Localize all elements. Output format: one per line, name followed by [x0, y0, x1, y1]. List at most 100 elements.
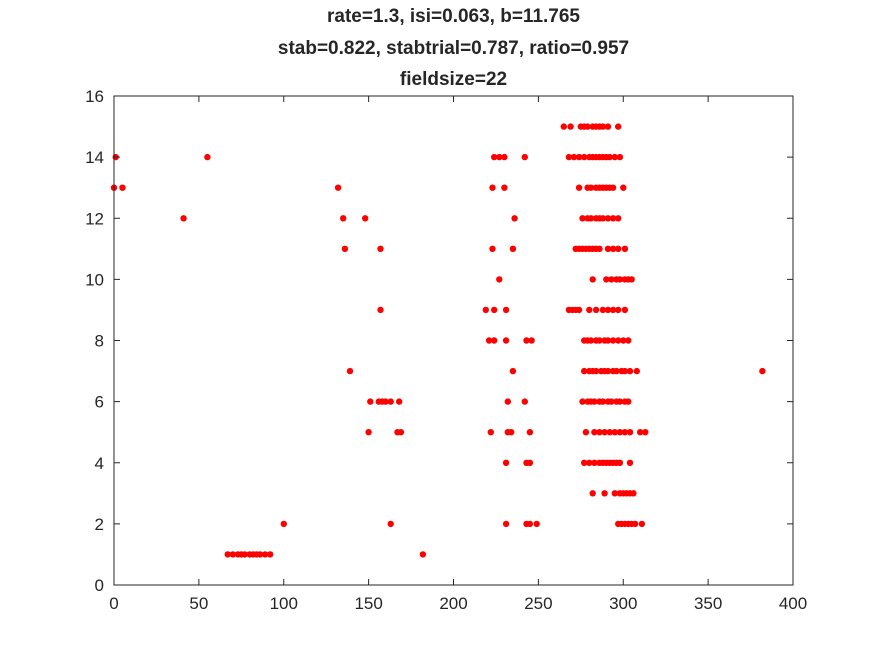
- data-point: [582, 429, 590, 436]
- data-point: [377, 245, 384, 252]
- data-point: [575, 153, 583, 161]
- data-point: [482, 306, 489, 314]
- data-point: [606, 429, 613, 436]
- data-point: [575, 184, 583, 191]
- data-point: [526, 520, 534, 528]
- data-point: [609, 184, 617, 191]
- data-point: [589, 276, 596, 283]
- data-point: [589, 490, 596, 497]
- data-point: [387, 520, 394, 528]
- data-point: [579, 398, 586, 405]
- x-tick-label: 350: [694, 594, 722, 613]
- plot-area: [114, 96, 793, 585]
- x-tick-label: 300: [609, 594, 637, 613]
- chart-title-line-1: rate=1.3, isi=0.063, b=11.765: [326, 6, 580, 27]
- data-point: [528, 337, 535, 344]
- data-point: [509, 245, 517, 252]
- data-point: [620, 184, 627, 191]
- x-tick-label: 50: [189, 594, 208, 613]
- data-point: [611, 490, 618, 497]
- data-point: [615, 123, 622, 130]
- data-point: [615, 245, 622, 252]
- data-point: [621, 306, 629, 314]
- data-point: [592, 367, 600, 375]
- data-point: [620, 337, 627, 344]
- data-point: [509, 367, 517, 375]
- data-point: [621, 429, 629, 436]
- data-point: [496, 153, 503, 161]
- data-point: [616, 429, 624, 436]
- data-point: [603, 276, 610, 283]
- chart-title-line-3: fieldsize=22: [399, 69, 508, 90]
- data-point: [204, 153, 211, 161]
- data-point: [606, 153, 613, 161]
- x-axis: 0 50 100 150 200 250 300 350 400: [109, 96, 807, 613]
- data-point: [616, 276, 624, 283]
- data-point: [596, 245, 603, 252]
- data-point: [570, 153, 578, 161]
- data-point: [609, 337, 617, 344]
- data-point: [615, 215, 622, 222]
- data-point: [608, 398, 615, 405]
- data-point: [626, 459, 634, 466]
- data-point: [591, 429, 598, 436]
- data-point: [599, 306, 607, 314]
- data-point: [591, 398, 598, 405]
- data-point: [229, 551, 236, 558]
- data-point: [587, 215, 595, 222]
- data-point: [491, 153, 498, 161]
- data-point: [560, 123, 567, 130]
- data-point: [496, 276, 503, 283]
- data-point: [491, 337, 498, 344]
- y-tick-label: 4: [95, 454, 104, 473]
- data-point: [613, 367, 620, 375]
- data-point: [502, 520, 510, 528]
- data-point: [575, 306, 583, 314]
- data-point: [501, 153, 508, 161]
- data-point: [609, 306, 617, 314]
- y-tick-label: 6: [95, 393, 104, 412]
- data-point: [591, 459, 598, 466]
- data-point: [241, 551, 248, 558]
- y-axis: 0 2 4 6 8 10 12 14 16: [85, 87, 793, 595]
- data-point: [596, 337, 603, 344]
- data-point: [419, 551, 427, 558]
- data-point: [341, 245, 349, 252]
- data-point: [387, 398, 394, 405]
- data-point: [526, 429, 534, 436]
- data-point: [626, 367, 634, 375]
- data-point: [592, 306, 600, 314]
- data-point: [604, 306, 612, 314]
- data-point: [608, 276, 615, 283]
- x-tick-label: 400: [779, 594, 807, 613]
- y-tick-label: 16: [85, 87, 104, 106]
- data-point: [587, 184, 595, 191]
- x-tick-label: 100: [270, 594, 298, 613]
- data-point: [581, 153, 588, 161]
- data-point: [642, 429, 649, 436]
- data-point: [504, 398, 511, 405]
- data-point: [581, 367, 588, 375]
- data-point: [485, 337, 493, 344]
- data-point: [616, 459, 624, 466]
- data-point: [637, 429, 644, 436]
- data-point: [367, 398, 374, 405]
- data-point: [584, 123, 591, 130]
- data-point: [611, 153, 618, 161]
- y-tick-label: 0: [95, 576, 104, 595]
- chart-title-line-2: stab=0.822, stabtrial=0.787, ratio=0.957: [277, 38, 630, 59]
- data-point: [224, 551, 231, 558]
- data-point: [256, 551, 264, 558]
- y-tick-label: 10: [85, 270, 104, 289]
- data-point: [346, 367, 354, 375]
- data-point: [340, 215, 347, 222]
- data-point: [638, 520, 646, 528]
- data-point: [502, 306, 510, 314]
- data-point: [487, 429, 494, 436]
- data-point: [604, 123, 612, 130]
- data-point: [565, 153, 573, 161]
- data-point: [267, 551, 274, 558]
- x-tick-label: 250: [524, 594, 552, 613]
- data-point: [526, 459, 534, 466]
